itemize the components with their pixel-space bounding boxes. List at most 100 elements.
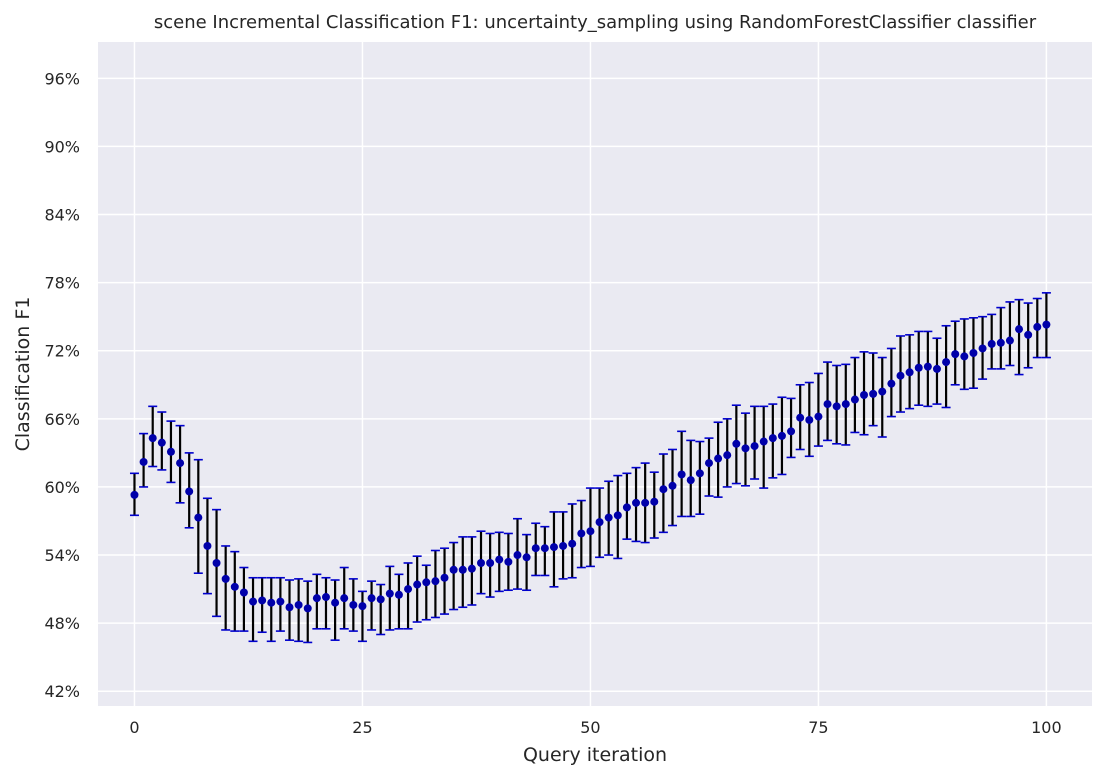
data-point bbox=[860, 390, 869, 399]
data-point bbox=[823, 400, 832, 409]
data-point bbox=[185, 487, 194, 496]
data-point bbox=[622, 503, 631, 512]
data-point bbox=[1024, 330, 1033, 339]
data-point bbox=[677, 470, 686, 479]
data-point bbox=[878, 387, 887, 396]
data-point bbox=[777, 431, 786, 440]
data-point bbox=[477, 558, 486, 567]
data-point bbox=[340, 594, 349, 603]
y-axis-label: Classification F1 bbox=[12, 297, 34, 452]
data-point bbox=[960, 352, 969, 361]
data-point bbox=[841, 400, 850, 409]
data-point bbox=[695, 469, 704, 478]
data-point bbox=[449, 565, 458, 574]
data-point bbox=[285, 603, 294, 612]
data-point bbox=[385, 589, 394, 598]
data-point bbox=[814, 412, 823, 421]
data-point bbox=[604, 513, 613, 522]
y-tick-label: 90% bbox=[44, 137, 80, 156]
data-point bbox=[850, 395, 859, 404]
data-point bbox=[321, 593, 330, 602]
data-point bbox=[349, 600, 358, 609]
data-point bbox=[732, 439, 741, 448]
data-point bbox=[467, 564, 476, 573]
data-point bbox=[768, 434, 777, 443]
data-point bbox=[668, 481, 677, 490]
data-point bbox=[787, 427, 796, 436]
data-point bbox=[641, 498, 650, 507]
data-point bbox=[805, 415, 814, 424]
y-tick-label: 96% bbox=[44, 69, 80, 88]
plot-area bbox=[98, 42, 1092, 706]
data-point bbox=[559, 541, 568, 550]
data-point bbox=[166, 447, 175, 456]
data-point bbox=[549, 543, 558, 552]
data-point bbox=[869, 389, 878, 398]
data-point bbox=[249, 597, 258, 606]
data-point bbox=[650, 497, 659, 506]
y-tick-label: 66% bbox=[44, 410, 80, 429]
data-point bbox=[504, 557, 513, 566]
data-point bbox=[157, 438, 166, 447]
data-point bbox=[376, 595, 385, 604]
data-point bbox=[540, 544, 549, 553]
data-point bbox=[1015, 325, 1024, 334]
data-point bbox=[759, 437, 768, 446]
y-tick-label: 84% bbox=[44, 206, 80, 225]
data-point bbox=[714, 454, 723, 463]
data-point bbox=[358, 602, 367, 611]
x-tick-label: 100 bbox=[1031, 718, 1062, 737]
x-tick-label: 50 bbox=[580, 718, 600, 737]
data-point bbox=[905, 368, 914, 377]
data-point bbox=[586, 527, 595, 536]
data-point bbox=[404, 585, 413, 594]
data-point bbox=[194, 513, 203, 522]
x-tick-label: 25 bbox=[352, 718, 372, 737]
y-tick-label: 60% bbox=[44, 478, 80, 497]
data-point bbox=[704, 459, 713, 468]
chart-title: scene Incremental Classification F1: unc… bbox=[154, 12, 1037, 33]
y-tick-label: 42% bbox=[44, 682, 80, 701]
x-axis-label: Query iteration bbox=[523, 744, 667, 766]
data-point bbox=[422, 578, 431, 587]
data-point bbox=[887, 379, 896, 388]
data-point bbox=[577, 529, 586, 538]
data-point bbox=[294, 600, 303, 609]
data-point bbox=[923, 362, 932, 371]
data-point bbox=[458, 565, 467, 574]
data-point bbox=[394, 590, 403, 599]
tick-labels: 0 25 50 75 100 42% 48% 54% 60% 66% 72% 78% 84% 90% 96% bbox=[44, 69, 1061, 737]
data-point bbox=[239, 588, 248, 597]
data-point bbox=[951, 350, 960, 359]
data-point bbox=[686, 476, 695, 485]
data-point bbox=[832, 402, 841, 411]
data-point bbox=[723, 451, 732, 460]
data-point bbox=[750, 442, 759, 451]
data-point bbox=[632, 498, 641, 507]
data-point bbox=[495, 555, 504, 564]
y-tick-label: 72% bbox=[44, 342, 80, 361]
data-point bbox=[148, 434, 157, 443]
data-point bbox=[996, 338, 1005, 347]
x-tick-label: 0 bbox=[129, 718, 139, 737]
data-point bbox=[531, 544, 540, 553]
data-point bbox=[595, 518, 604, 527]
data-point bbox=[1005, 336, 1014, 345]
data-point bbox=[258, 596, 267, 605]
data-point bbox=[312, 594, 321, 603]
data-points bbox=[130, 320, 1051, 613]
data-point bbox=[987, 339, 996, 348]
y-tick-label: 78% bbox=[44, 274, 80, 293]
data-point bbox=[276, 597, 285, 606]
data-point bbox=[230, 582, 239, 591]
data-point bbox=[331, 598, 340, 607]
x-tick-label: 75 bbox=[808, 718, 828, 737]
data-point bbox=[1042, 320, 1051, 329]
data-point bbox=[969, 349, 978, 358]
data-point bbox=[513, 551, 522, 560]
data-point bbox=[212, 558, 221, 567]
y-tick-label: 54% bbox=[44, 546, 80, 565]
data-point bbox=[741, 444, 750, 453]
data-point bbox=[176, 459, 185, 468]
